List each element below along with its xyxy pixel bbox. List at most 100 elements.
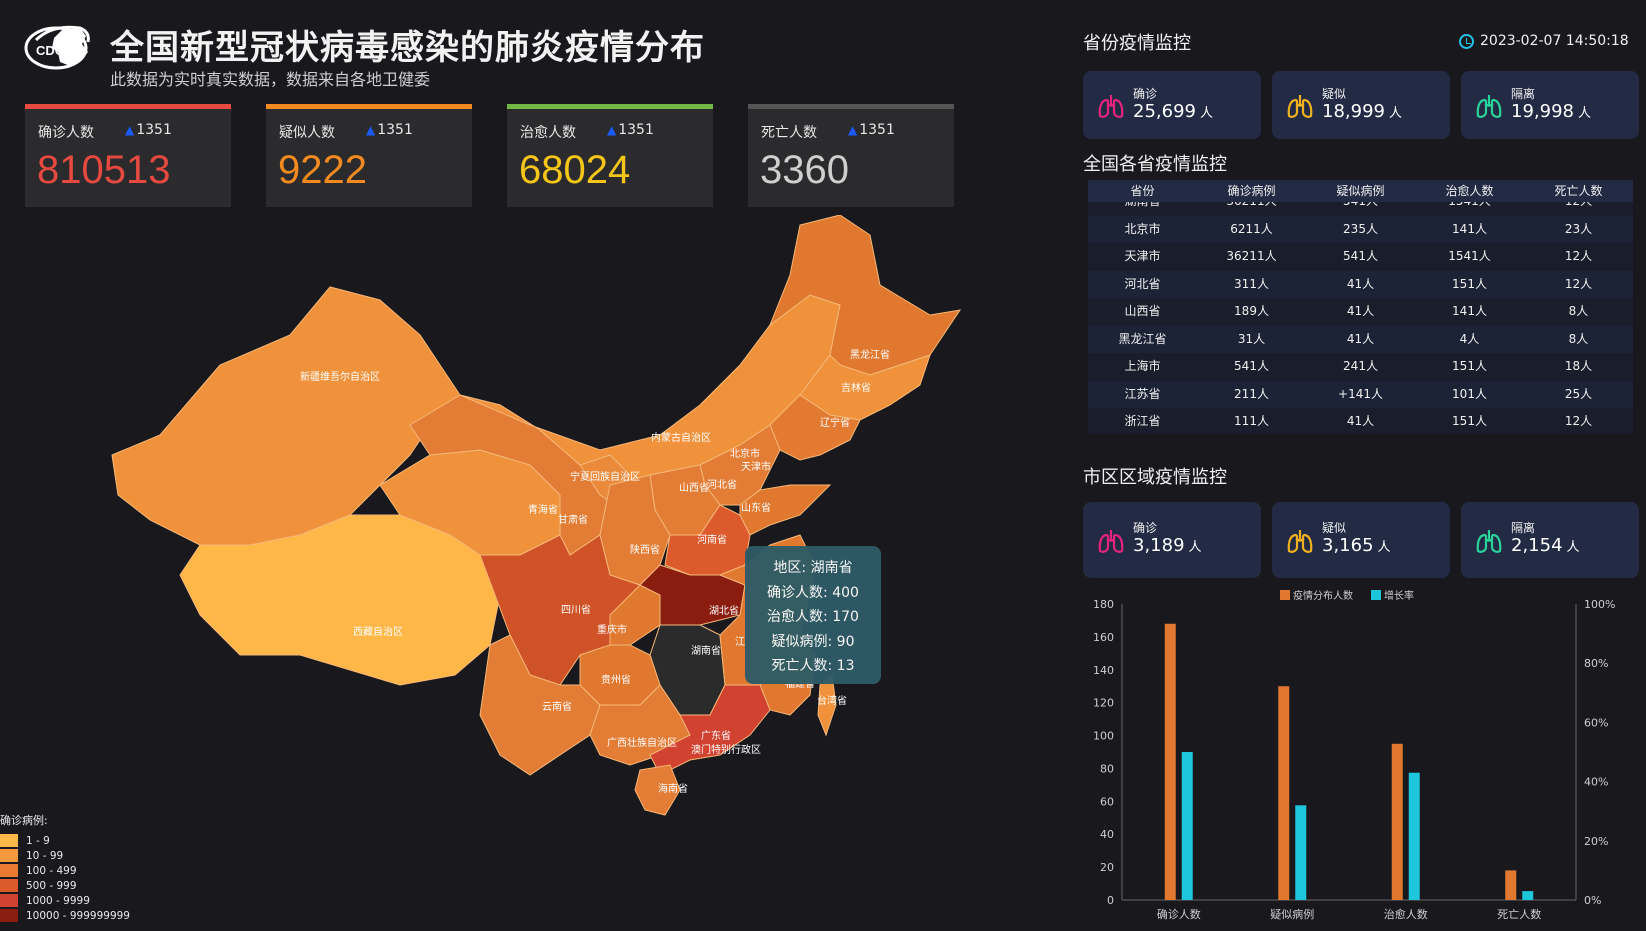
- map-label: 湖北省: [709, 604, 739, 617]
- up-triangle-icon: ▲: [366, 123, 376, 137]
- table-cell: 12人: [1564, 249, 1593, 263]
- legend-item[interactable]: 500 - 999: [0, 878, 130, 893]
- table-row[interactable]: 山西省 189人 41人 141人 8人: [1088, 298, 1633, 326]
- legend-swatch: [1371, 590, 1381, 600]
- table-header-cell: 省份: [1130, 184, 1155, 198]
- table-cell: 湖南省: [1088, 202, 1197, 216]
- legend-label: 增长率: [1384, 589, 1414, 602]
- card-value: 18,999 人: [1322, 101, 1402, 122]
- china-map[interactable]: 新疆维吾尔自治区 西藏自治区 青海省 甘肃省 内蒙古自治区 黑龙江省 吉林省 辽…: [0, 215, 1000, 905]
- map-region-hainan[interactable]: [634, 764, 681, 816]
- table-cell: 141人: [1452, 304, 1487, 318]
- stat-label: 治愈人数: [520, 125, 576, 141]
- legend-swatch: [0, 849, 18, 862]
- map-label: 台湾省: [817, 694, 847, 707]
- table-row[interactable]: 河北省 311人 41人 151人 12人: [1088, 270, 1633, 298]
- map-label: 河北省: [707, 478, 737, 491]
- stat-delta: ▲ 1351: [607, 122, 654, 138]
- table-cell: 241人: [1343, 359, 1378, 373]
- stat-label: 死亡人数: [761, 125, 817, 141]
- card-label: 确诊: [1133, 87, 1158, 101]
- bar-增长率: [1408, 772, 1420, 900]
- legend-swatch: [0, 894, 18, 907]
- table-row[interactable]: 黑龙江省 31人 41人 4人 8人: [1088, 325, 1633, 353]
- map-region-heilongjiang[interactable]: [768, 215, 962, 376]
- legend-item[interactable]: 1000 - 9999: [0, 893, 130, 908]
- table-body[interactable]: 湖南省36211人541人1541人12人北京市6211人235人141人23人…: [1088, 202, 1633, 434]
- tooltip-confirmed: 确诊人数: 400: [767, 584, 859, 601]
- map-label: 河南省: [697, 533, 727, 546]
- legend-item[interactable]: 10000 - 999999999: [0, 908, 130, 923]
- y-tick-label-left: 40: [1100, 828, 1114, 841]
- card-top-bar: [748, 104, 954, 109]
- y-tick-label-left: 180: [1093, 598, 1114, 611]
- map-label: 西藏自治区: [353, 625, 403, 638]
- lungs-icon: [1476, 530, 1502, 553]
- table-row[interactable]: 江苏省 211人 +141人 101人 25人: [1088, 380, 1633, 408]
- table-header-cell: 疑似病例: [1336, 184, 1385, 198]
- table-cell: 41人: [1346, 414, 1375, 428]
- y-tick-label-left: 0: [1107, 894, 1114, 907]
- legend-item[interactable]: 1 - 9: [0, 833, 130, 848]
- map-label: 北京市: [730, 447, 760, 460]
- map-region-guangdong[interactable]: [649, 684, 771, 776]
- table-cell: 江苏省: [1124, 386, 1161, 401]
- legend-label: 疫情分布人数: [1293, 589, 1353, 602]
- table-row[interactable]: 湖南省36211人541人1541人12人: [1088, 202, 1633, 216]
- map-region-liaoning[interactable]: [769, 394, 861, 461]
- stat-card-cured: 治愈人数 ▲ 1351 68024: [507, 104, 713, 207]
- map-label: 黑龙江省: [850, 348, 890, 361]
- map-label: 重庆市: [597, 623, 627, 636]
- y-tick-label-left: 160: [1093, 631, 1114, 644]
- map-label: 新疆维吾尔自治区: [300, 370, 380, 383]
- y-tick-label-right: 20%: [1584, 835, 1608, 848]
- logo-text: CDC: [36, 43, 65, 58]
- table-cell: 41人: [1346, 331, 1375, 346]
- card-value: 2,154 人: [1511, 535, 1580, 556]
- bar-疫情分布人数: [1164, 623, 1176, 900]
- map-label: 江: [735, 636, 745, 648]
- table-row[interactable]: 上海市 541人 241人 151人 18人: [1088, 353, 1633, 381]
- table-cell: 189人: [1234, 304, 1269, 318]
- table-row[interactable]: 浙江省 111人 41人 151人 12人: [1088, 408, 1633, 434]
- card-top-bar: [507, 104, 713, 109]
- card-label: 确诊: [1133, 521, 1158, 535]
- tooltip-cured: 治愈人数: 170: [767, 609, 859, 625]
- map-label: 天津市: [741, 460, 771, 473]
- map-label: 湖南省: [691, 644, 721, 657]
- datetime-text: 2023-02-07 14:50:18: [1480, 33, 1629, 49]
- tooltip-region: 地区: 湖南省: [773, 560, 853, 576]
- province-table[interactable]: 省份 确诊病例 疑似病例 治愈人数 死亡人数 湖南省36211人541人1541…: [1088, 180, 1633, 434]
- y-tick-label-left: 100: [1093, 730, 1114, 743]
- bar-增长率: [1522, 891, 1534, 900]
- clock-icon: [1459, 33, 1474, 49]
- tooltip-deaths: 死亡人数: 13: [771, 658, 855, 674]
- legend-item[interactable]: 100 - 499: [0, 863, 130, 878]
- map-label: 内蒙古自治区: [651, 431, 711, 444]
- map-label: 陕西省: [630, 543, 660, 556]
- table-cell: 541人: [1234, 359, 1269, 373]
- map-label: 宁夏回族自治区: [570, 470, 640, 483]
- card-top-bar: [266, 104, 472, 109]
- y-tick-label-left: 80: [1100, 762, 1114, 775]
- x-tick-label: 死亡人数: [1497, 907, 1541, 921]
- card-label: 疑似: [1322, 87, 1347, 101]
- map-region-shandong[interactable]: [739, 484, 832, 536]
- table-cell: 6211人: [1230, 221, 1273, 236]
- lungs-icon: [1287, 95, 1313, 118]
- stat-value: 3360: [760, 148, 849, 192]
- tooltip-suspected: 疑似病例: 90: [771, 633, 855, 650]
- map-label: 山东省: [741, 501, 771, 514]
- legend-item[interactable]: 10 - 99: [0, 848, 130, 863]
- map-label: 贵州省: [601, 673, 631, 686]
- map-label: 甘肃省: [558, 513, 588, 526]
- card-label: 隔离: [1511, 87, 1536, 101]
- map-label: 云南省: [542, 700, 572, 713]
- table-row[interactable]: 北京市 6211人 235人 141人 23人: [1088, 215, 1633, 243]
- table-row[interactable]: 天津市 36211人 541人 1541人 12人: [1088, 243, 1633, 271]
- legend-swatch: [0, 879, 18, 892]
- y-tick-label-left: 60: [1100, 795, 1114, 808]
- stat-delta: ▲ 1351: [125, 122, 172, 138]
- card-value: 19,998 人: [1511, 101, 1591, 122]
- stat-label: 疑似人数: [279, 125, 335, 141]
